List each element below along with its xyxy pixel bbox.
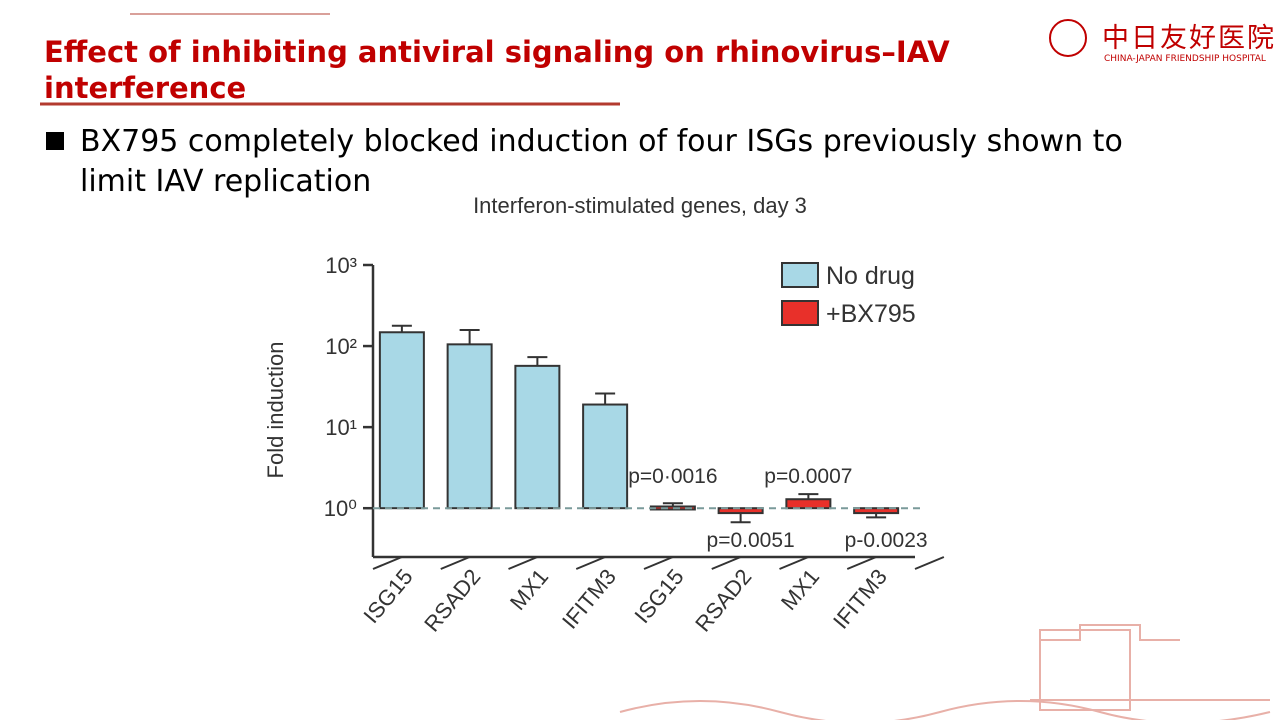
x-tick	[914, 556, 945, 570]
x-tick	[372, 556, 403, 570]
annotation: p=0.0007	[764, 465, 852, 488]
legend-label: +BX795	[826, 300, 916, 328]
chart-title: Interferon-stimulated genes, day 3	[473, 193, 807, 218]
logo-name: 中日友好医院	[1102, 23, 1276, 54]
annotation: p-0.0023	[845, 529, 928, 552]
annotation: p=0·0016	[628, 465, 717, 488]
y-tick-label: 10³	[325, 253, 357, 278]
x-tick-label: RSAD2	[690, 564, 756, 636]
y-axis-label: Fold induction	[263, 342, 288, 479]
legend-swatch	[781, 300, 819, 326]
bar	[378, 331, 425, 510]
x-tick	[575, 556, 606, 570]
x-tick	[508, 556, 538, 570]
bar	[514, 364, 561, 510]
x-tick-label: MX1	[776, 564, 824, 615]
x-tick-label: RSAD2	[419, 564, 485, 636]
x-tick-label: IFITM3	[557, 564, 621, 633]
legend-label: No drug	[826, 262, 915, 290]
slide-title: Effect of inhibiting antiviral signaling…	[44, 35, 950, 105]
annotation: p=0.0051	[707, 529, 795, 552]
x-tick-label: ISG15	[629, 564, 688, 628]
x-tick-label: IFITM3	[828, 564, 892, 633]
x-tick	[643, 556, 674, 570]
bar	[717, 507, 764, 515]
y-tick-label: 10²	[325, 334, 357, 359]
bar	[446, 343, 493, 510]
x-tick	[711, 556, 742, 570]
x-tick	[440, 556, 471, 570]
y-tick-label: 10⁰	[324, 496, 357, 521]
legend-swatch	[781, 262, 819, 288]
bar	[853, 507, 900, 515]
y-tick-label: 10¹	[325, 415, 357, 440]
bullet-marker	[46, 132, 64, 150]
x-tick-label: MX1	[505, 564, 553, 615]
x-tick	[846, 556, 877, 570]
bullet-text: BX795 completely blocked induction of fo…	[80, 124, 1123, 199]
bar	[582, 403, 629, 510]
bar	[785, 498, 832, 510]
x-tick	[779, 556, 809, 570]
x-tick-label: ISG15	[358, 564, 417, 628]
logo-subtitle: CHINA-JAPAN FRIENDSHIP HOSPITAL	[1104, 54, 1266, 64]
